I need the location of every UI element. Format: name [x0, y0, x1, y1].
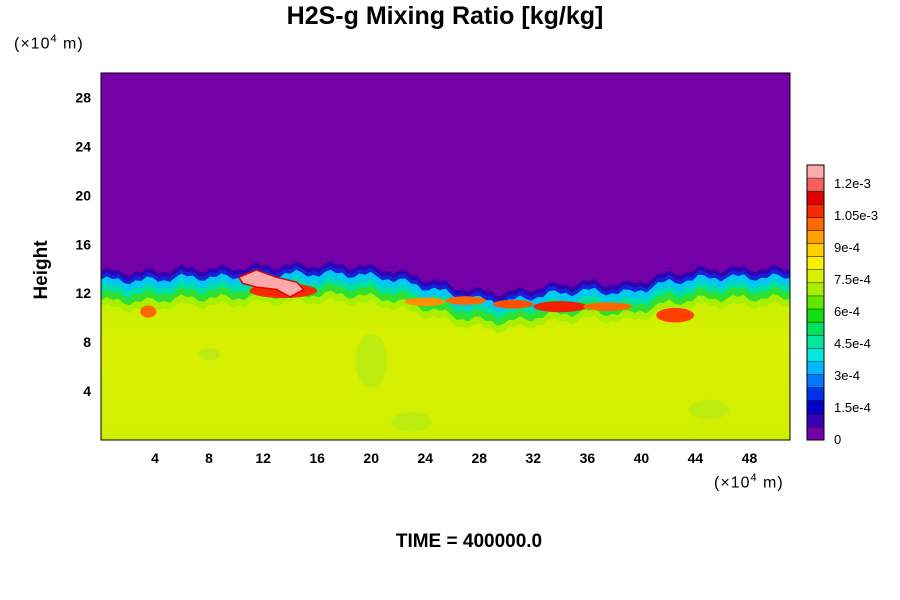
y-tick-label: 24 [75, 138, 91, 154]
field-peak-patch [237, 269, 305, 298]
y-tick-label: 16 [75, 236, 91, 252]
field-enhanced-blob [404, 297, 446, 307]
colorbar-tick-label: 6e-4 [834, 304, 860, 319]
y-tick-label: 8 [83, 334, 91, 350]
field-lower-layer [101, 297, 790, 440]
colorbar-swatch [807, 426, 824, 441]
field-faint-spot [688, 399, 730, 420]
y-tick-label: 4 [83, 383, 91, 399]
colorbar-tick-label: 1.2e-3 [834, 176, 871, 191]
x-tick-label: 12 [255, 450, 271, 466]
chart-title: H2S-g Mixing Ratio [kg/kg] [286, 2, 604, 30]
colorbar-swatch [807, 361, 824, 376]
colorbar-tick-label: 4.5e-4 [834, 336, 871, 351]
field-enhanced-blob [492, 299, 534, 309]
colorbar-swatch [807, 165, 824, 179]
colorbar-swatch [807, 204, 824, 218]
y-tick-label: 12 [75, 285, 91, 301]
x-tick-label: 8 [205, 450, 213, 466]
plot-frame [100, 72, 791, 441]
x-tick-label: 4 [151, 450, 159, 466]
colorbar-swatch [807, 374, 824, 389]
x-tick-label: 28 [471, 450, 487, 466]
field-enhanced-blob [445, 296, 487, 305]
y-tick-label: 28 [75, 89, 91, 105]
colorbar-swatch [807, 230, 824, 245]
field-enhanced-blob [533, 301, 588, 313]
colorbar-swatch [807, 243, 824, 258]
field-enhanced-blob [583, 302, 632, 311]
heatmap-plot-area [100, 72, 791, 441]
x-tick-label: 44 [688, 450, 704, 466]
field-faint-spot [354, 333, 388, 388]
colorbar-tick-label: 9e-4 [834, 240, 860, 255]
colorbar-swatch [807, 282, 824, 297]
field-faint-spot [391, 411, 432, 432]
field-enhanced-blob [656, 307, 695, 323]
colorbar-swatch [807, 322, 824, 336]
x-tick-label: 36 [580, 450, 596, 466]
x-tick-label: 48 [742, 450, 758, 466]
x-tick-label: 32 [526, 450, 542, 466]
colorbar-swatch [807, 335, 824, 349]
x-tick-label: 20 [363, 450, 379, 466]
colorbar-swatch [807, 256, 824, 271]
field-enhanced-blob [140, 305, 157, 318]
colorbar-frame [806, 164, 825, 441]
x-tick-label: 40 [634, 450, 650, 466]
y-tick-label: 20 [75, 187, 91, 203]
x-tick-label: 16 [309, 450, 325, 466]
colorbar-tick-label: 0 [834, 432, 841, 447]
field-faint-spot [198, 348, 220, 361]
colorbar-swatch [807, 191, 824, 205]
colorbar-swatch [807, 178, 824, 192]
colorbar-swatch [807, 269, 824, 284]
colorbar-tick-label: 7.5e-4 [834, 272, 871, 287]
colorbar-swatch [807, 387, 824, 402]
colorbar-tick-label: 3e-4 [834, 368, 860, 383]
x-axis-unit: (×104 m) [714, 472, 784, 492]
colorbar-swatch [807, 295, 824, 310]
colorbar-swatch [807, 413, 824, 428]
y-axis-unit: (×104 m) [14, 33, 84, 53]
colorbar: 0 1.5e-4 3e-4 4.5e-4 6e-4 7.5e-4 9e-4 1.05e-3 1.… [806, 164, 878, 447]
x-axis-ticks: 4 8 12 16 20 24 28 32 36 40 44 48 [151, 450, 757, 466]
time-label: TIME = 400000.0 [395, 531, 543, 552]
colorbar-swatch [807, 348, 824, 362]
y-axis-ticks: 4 8 12 16 20 24 28 [75, 89, 91, 399]
colorbar-swatch [807, 217, 824, 231]
colorbar-swatch [807, 309, 824, 323]
colorbar-swatch [807, 400, 824, 415]
colorbar-tick-label: 1.05e-3 [834, 208, 878, 223]
colorbar-tick-label: 1.5e-4 [834, 400, 871, 415]
x-tick-label: 24 [417, 450, 433, 466]
